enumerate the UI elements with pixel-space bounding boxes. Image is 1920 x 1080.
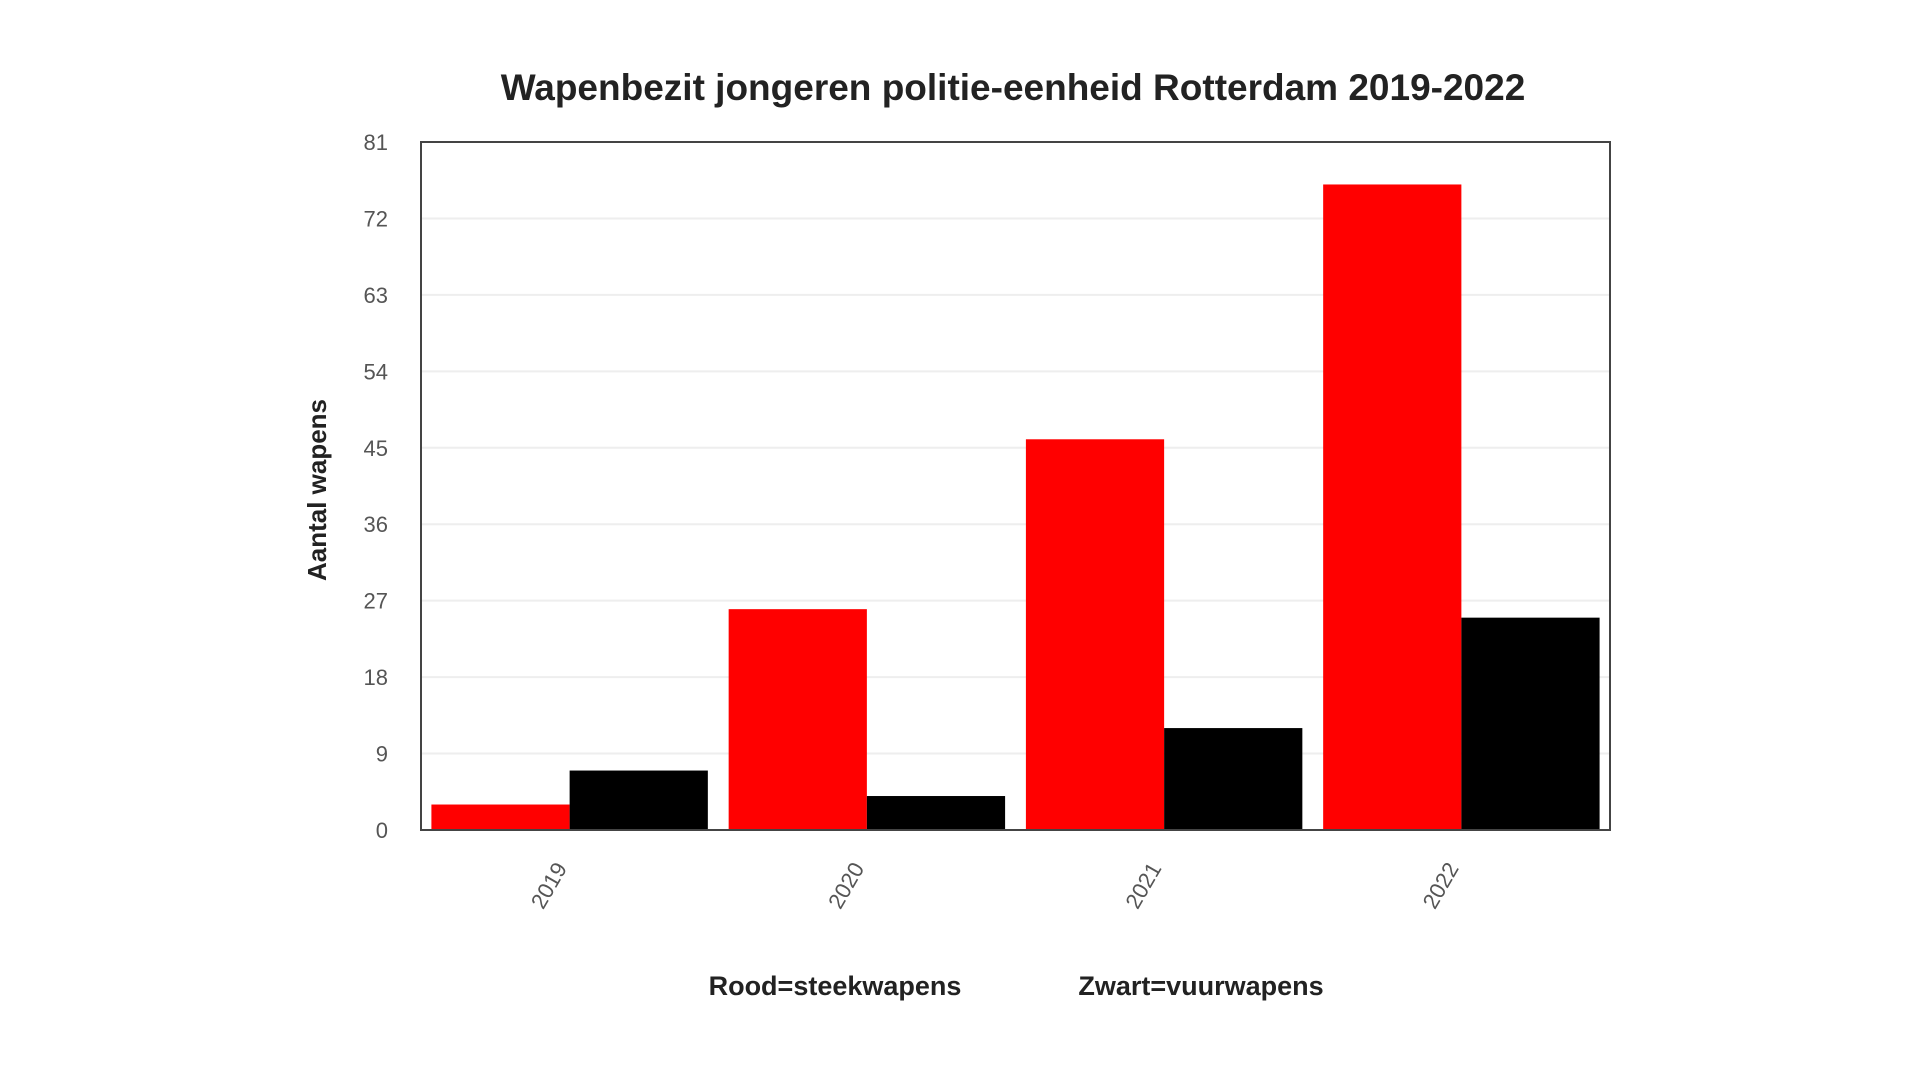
bar-2020-red [728, 609, 867, 830]
bar-2022-black [1461, 617, 1600, 830]
y-tick-label: 63 [364, 283, 388, 308]
chart-title: Wapenbezit jongeren politie-eenheid Rott… [501, 67, 1526, 108]
x-tick-label: 2019 [526, 858, 572, 913]
y-tick-label: 72 [364, 206, 388, 231]
x-tick-label: 2020 [823, 858, 869, 913]
bar-2020-black [866, 796, 1006, 830]
plot-frame [420, 141, 1611, 831]
legend-black-note: Zwart=vuurwapens [1078, 971, 1323, 1001]
bars [431, 184, 1600, 831]
legend-red-note: Rood=steekwapens [709, 971, 962, 1001]
y-tick-label: 0 [376, 818, 388, 843]
y-tick-label: 36 [364, 512, 388, 537]
bar-2022-red [1323, 184, 1462, 831]
bar-2019-red [431, 804, 570, 830]
bar-2021-red [1025, 439, 1165, 830]
y-tick-label: 27 [364, 589, 388, 614]
y-tick-label: 81 [364, 130, 388, 155]
y-tick-labels: 0 9 18 27 36 45 54 63 72 81 [364, 130, 388, 843]
y-tick-label: 54 [364, 359, 388, 384]
y-axis-label: Aantal wapens [302, 399, 332, 581]
x-tick-label: 2022 [1418, 858, 1464, 913]
y-tick-label: 18 [364, 665, 388, 690]
bar-2021-black [1164, 728, 1303, 830]
gridlines [421, 217, 1610, 755]
y-tick-label: 9 [376, 742, 388, 767]
x-tick-label: 2021 [1120, 858, 1166, 913]
x-tick-labels: 2019 2020 2021 2022 [526, 858, 1464, 913]
bar-2019-black [569, 770, 708, 830]
y-tick-label: 45 [364, 436, 388, 461]
